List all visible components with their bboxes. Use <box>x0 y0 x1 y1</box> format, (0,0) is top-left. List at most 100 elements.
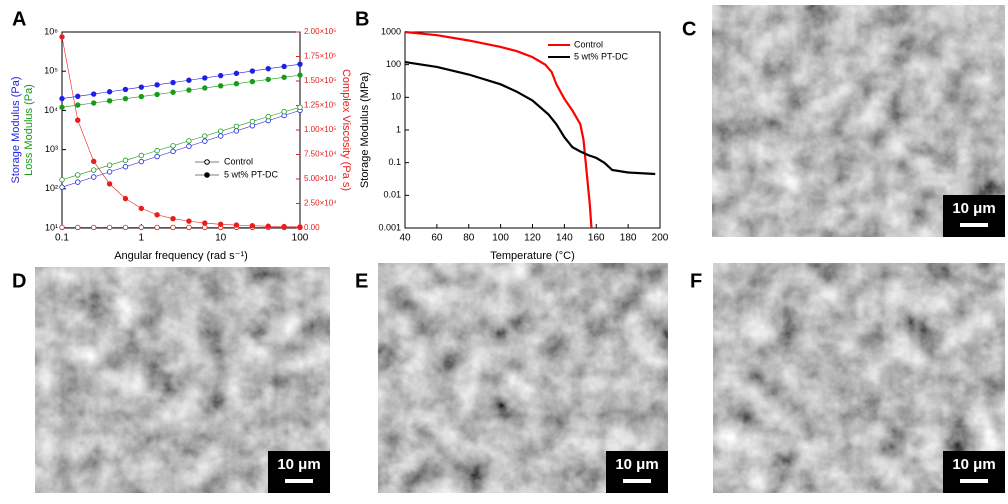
y-tick-label: 10 <box>391 92 401 102</box>
y-axis-title: Storage Modulus (MPa) <box>359 72 371 188</box>
data-point <box>91 167 97 173</box>
y-tick-label: 1 <box>396 124 401 134</box>
data-point <box>106 181 113 187</box>
data-point <box>154 91 160 98</box>
data-point <box>186 218 192 224</box>
data-point <box>91 158 97 165</box>
x-tick-label: 140 <box>556 233 573 244</box>
data-point <box>122 224 129 231</box>
data-point <box>233 222 240 228</box>
data-point <box>138 224 145 231</box>
data-point <box>186 87 192 93</box>
data-point <box>217 133 224 139</box>
series-line <box>61 36 301 228</box>
data-point <box>186 77 192 83</box>
y-tick-label: 1000 <box>381 26 401 36</box>
data-point <box>138 84 145 90</box>
y2-tick-label: 2.00×10⁵ <box>304 27 336 36</box>
x-tick-label: 80 <box>463 233 475 244</box>
series-line <box>61 107 301 181</box>
data-point <box>154 212 160 218</box>
data-point <box>281 74 287 80</box>
scale-bar-box <box>268 451 330 493</box>
data-point <box>106 89 113 95</box>
data-point <box>75 93 81 99</box>
data-point <box>297 61 303 67</box>
y-tick-label: 10² <box>45 183 58 193</box>
data-point <box>249 223 256 229</box>
scale-bar-box <box>606 451 668 493</box>
data-point <box>122 195 129 202</box>
data-point <box>106 224 113 231</box>
data-point <box>122 157 129 164</box>
legend-label: 5 wt% PT-DC <box>574 51 629 61</box>
data-point <box>265 113 271 120</box>
scale-bar <box>960 479 988 483</box>
data-point <box>59 224 65 231</box>
x-axis-title: Temperature (°C) <box>490 250 574 262</box>
data-point <box>265 76 271 83</box>
x-tick-label: 100 <box>292 233 309 244</box>
legend-label: 5 wt% PT-DC <box>224 169 279 179</box>
scale-bar <box>285 479 313 483</box>
data-point <box>91 224 97 231</box>
data-point <box>59 104 65 110</box>
scale-bar-label: 10 μm <box>277 456 320 473</box>
y-tick-label: 0.001 <box>378 222 401 232</box>
data-point <box>170 89 176 95</box>
y2-tick-label: 0.00 <box>304 223 320 232</box>
y-tick-label: 10⁵ <box>44 66 58 76</box>
data-point <box>233 123 240 130</box>
series-line <box>61 74 301 108</box>
plot-frame <box>61 31 301 229</box>
data-point <box>249 68 256 74</box>
y2-tick-label: 2.50×10⁴ <box>304 199 337 208</box>
data-point <box>202 133 208 139</box>
x-tick-label: 120 <box>524 233 541 244</box>
x-tick-label: 160 <box>588 233 605 244</box>
data-point <box>249 118 256 125</box>
y2-tick-label: 1.50×10⁵ <box>304 76 336 85</box>
data-point <box>170 79 176 86</box>
scale-bar <box>960 223 988 227</box>
data-point <box>265 65 271 72</box>
series-line <box>404 30 593 229</box>
data-point <box>281 109 287 115</box>
data-point <box>122 95 129 102</box>
legend-marker <box>204 172 210 178</box>
data-point <box>170 215 176 222</box>
y-tick-label: 10³ <box>45 144 58 154</box>
data-point <box>106 98 113 104</box>
scale-bar-box <box>943 451 1005 493</box>
y-tick-label: 10¹ <box>45 222 58 232</box>
data-point <box>217 83 224 89</box>
scale-bar <box>623 479 651 483</box>
x-tick-label: 100 <box>492 233 509 244</box>
data-point <box>91 100 97 106</box>
data-point <box>59 177 65 183</box>
data-point <box>202 138 208 144</box>
data-point <box>186 138 192 144</box>
data-point <box>170 224 176 231</box>
data-point <box>202 220 208 226</box>
data-point <box>186 224 192 231</box>
data-point <box>154 147 160 154</box>
data-point <box>154 82 160 88</box>
data-point <box>138 158 145 165</box>
y2-tick-label: 5.00×10⁴ <box>304 174 337 183</box>
x-tick-label: 10 <box>215 233 227 244</box>
panel-label: E <box>355 270 368 292</box>
data-point <box>122 164 129 170</box>
plot-frame <box>404 31 661 229</box>
panel-label: B <box>355 8 369 30</box>
data-point <box>138 93 145 100</box>
y-tick-label: 0.1 <box>388 157 401 167</box>
scale-bar-box <box>943 195 1005 237</box>
data-point <box>281 223 287 230</box>
x-tick-label: 60 <box>431 233 443 244</box>
x-tick-label: 1 <box>139 233 145 244</box>
x-tick-label: 40 <box>399 233 411 244</box>
data-point <box>91 174 97 180</box>
scale-bar-label: 10 μm <box>615 456 658 473</box>
